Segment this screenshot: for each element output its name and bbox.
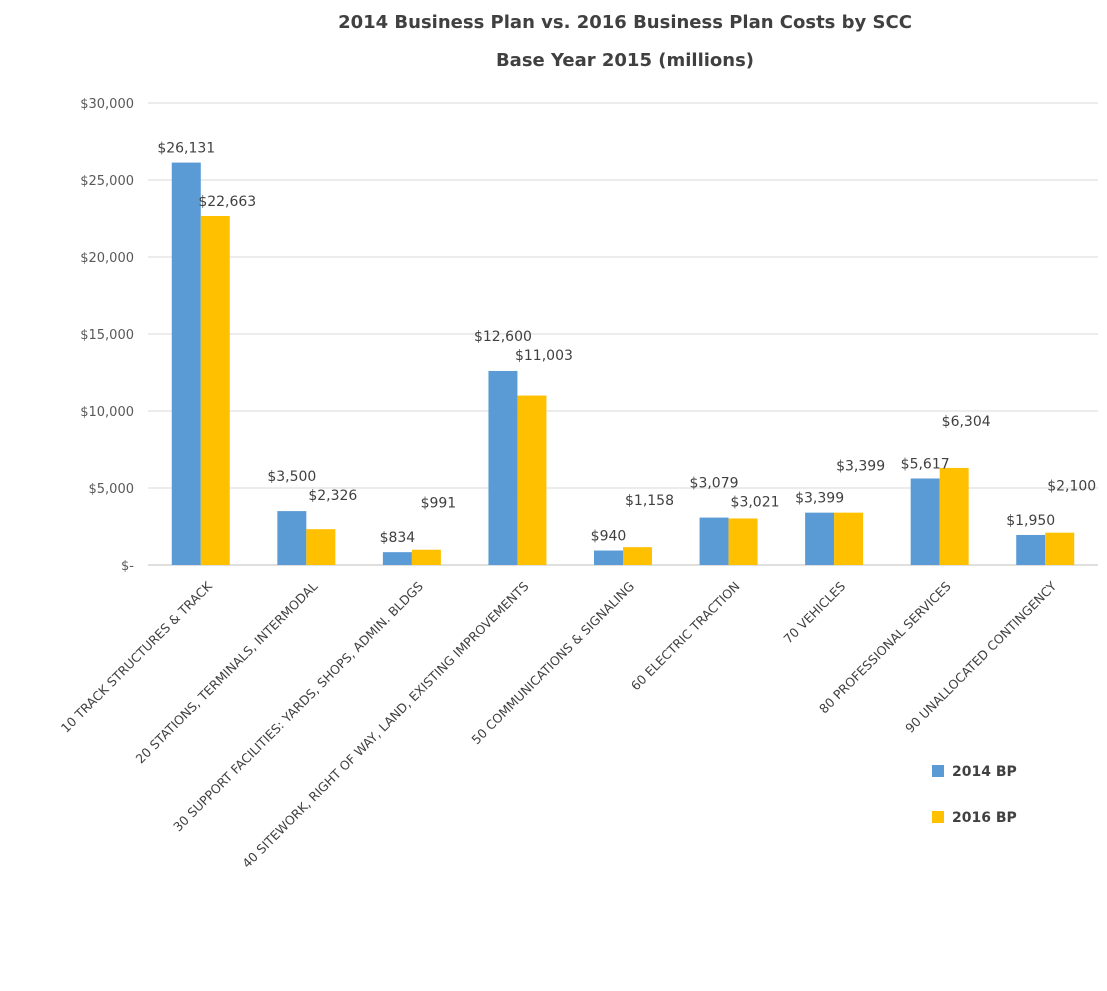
y-tick-label: $25,000 [80, 174, 134, 189]
category-label: 70 VEHICLES [780, 578, 848, 646]
data-label-2014: $3,079 [690, 476, 739, 492]
y-axis-tick-labels: $- $5,000 $10,000 $15,000 $20,000 $25,000 $30,… [80, 97, 134, 574]
y-tick-label: $20,000 [80, 251, 134, 266]
bar-2014-3 [382, 552, 412, 565]
legend-swatch [932, 811, 944, 823]
bar-2016-5 [623, 547, 652, 565]
data-label-2014: $3,399 [795, 491, 844, 507]
bar-2014-2 [277, 511, 307, 565]
bar-2016-1 [200, 215, 230, 565]
legend-label: 2016 BP [952, 810, 1017, 826]
category-label: 30 SUPPORT FACILITIES: YARDS, SHOPS, ADM… [170, 578, 426, 834]
category-label: 20 STATIONS, TERMINALS, INTERMODAL [133, 578, 321, 766]
data-label-2014: $5,617 [901, 456, 950, 472]
data-label-2014: $12,600 [474, 329, 532, 345]
bar-2014-1 [171, 162, 201, 566]
data-label-2014: $940 [591, 529, 627, 545]
data-labels: $26,131 $22,663 $3,500 $2,326 $834 $991 $12,60… [157, 141, 1096, 547]
data-label-2016: $3,021 [731, 495, 780, 511]
bar-2016-4 [517, 395, 547, 565]
data-label-2016: $11,003 [515, 348, 573, 364]
y-tick-label: $- [121, 559, 134, 574]
category-label: 50 COMMUNICATIONS & SIGNALING [468, 579, 637, 748]
data-label-2014: $834 [380, 530, 416, 546]
data-label-2016: $2,100 [1047, 479, 1096, 495]
data-label-2016: $2,326 [308, 488, 357, 504]
legend-swatch [932, 765, 944, 777]
bar-2016-3 [411, 549, 441, 565]
data-label-2016: $1,158 [625, 493, 674, 509]
bar-2016-7 [834, 512, 864, 565]
data-label-2016: $991 [421, 496, 457, 512]
data-label-2016: $22,663 [198, 194, 256, 210]
legend: 2014 BP 2016 BP [932, 764, 1017, 826]
chart-subtitle: Base Year 2015 (millions) [496, 50, 754, 71]
data-label-2014: $26,131 [157, 141, 215, 157]
bar-2014-4 [488, 370, 518, 565]
gridlines [148, 102, 1098, 566]
data-label-2016: $6,304 [942, 414, 991, 430]
bar-2016-2 [306, 529, 336, 565]
chart-title: 2014 Business Plan vs. 2016 Business Pla… [338, 12, 912, 33]
category-label: 60 ELECTRIC TRACTION [628, 579, 743, 694]
y-tick-label: $5,000 [89, 482, 135, 497]
bar-2016-9 [1045, 532, 1075, 565]
bar-2016-6 [728, 518, 758, 565]
y-tick-label: $30,000 [80, 97, 134, 112]
y-tick-label: $15,000 [80, 328, 134, 343]
bar-2014-8 [910, 478, 940, 565]
bars [171, 162, 1075, 566]
data-label-2014: $1,950 [1006, 513, 1055, 529]
data-label-2014: $3,500 [267, 469, 316, 485]
bar-2016-8 [939, 467, 969, 565]
bar-2014-5 [594, 550, 623, 565]
bar-2014-7 [805, 512, 835, 565]
bar-2014-6 [699, 517, 729, 565]
y-tick-label: $10,000 [80, 405, 134, 420]
legend-label: 2014 BP [952, 764, 1017, 780]
data-label-2016: $3,399 [836, 459, 885, 475]
bar-2014-9 [1016, 534, 1046, 565]
